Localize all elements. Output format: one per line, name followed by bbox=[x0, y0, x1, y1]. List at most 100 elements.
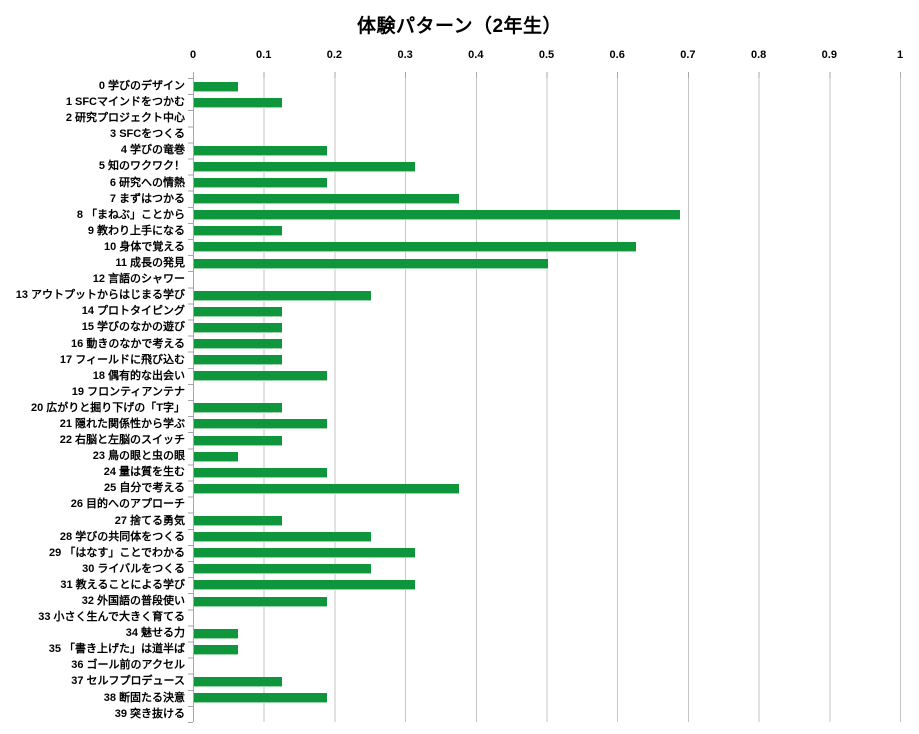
category-label: 15 学びのなかの遊び bbox=[81, 321, 185, 334]
category-label: 21 隠れた関係性から学ぶ bbox=[59, 417, 185, 430]
bar-row bbox=[194, 207, 901, 223]
category-label: 14 プロトタイピング bbox=[81, 305, 185, 318]
bar-row bbox=[194, 352, 901, 368]
bar-row bbox=[194, 480, 901, 496]
bar-row bbox=[194, 400, 901, 416]
bar bbox=[194, 596, 327, 607]
category-label: 31 教えることによる学び bbox=[60, 578, 185, 591]
bar bbox=[194, 467, 327, 478]
plot-area bbox=[193, 78, 901, 722]
bar bbox=[194, 210, 681, 221]
bar-row bbox=[194, 593, 901, 609]
bar-row bbox=[194, 368, 901, 384]
bar-row bbox=[194, 529, 901, 545]
category-axis-tick-marks bbox=[188, 78, 193, 723]
category-label: 26 目的へのアプローチ bbox=[70, 498, 185, 511]
x-tick-label: 0.3 bbox=[397, 49, 413, 61]
category-label: 19 フロンティアンテナ bbox=[71, 385, 185, 398]
category-label: 6 研究への情熱 bbox=[109, 176, 185, 189]
x-tick-label: 0.8 bbox=[750, 49, 767, 61]
category-label: 5 知のワクワク！ bbox=[98, 160, 185, 173]
category-label: 0 学びのデザイン bbox=[98, 80, 185, 92]
bar bbox=[194, 97, 283, 108]
bar-row bbox=[194, 142, 901, 158]
bar-row bbox=[194, 110, 901, 126]
x-axis-tick-marks bbox=[193, 72, 901, 78]
x-tick-label: 1 bbox=[896, 49, 904, 61]
bar bbox=[194, 403, 283, 414]
category-label: 1 SFCマインドをつかむ bbox=[65, 96, 185, 109]
bar-row bbox=[194, 690, 901, 706]
bar-row bbox=[194, 94, 901, 110]
bar bbox=[194, 145, 327, 156]
category-label: 30 ライバルをつくる bbox=[82, 562, 185, 575]
bar-row bbox=[194, 78, 901, 94]
bar-row bbox=[194, 126, 901, 142]
bar bbox=[194, 355, 283, 366]
category-label: 4 学びの竜巻 bbox=[120, 144, 185, 157]
category-label: 32 外国語の普段使い bbox=[81, 595, 185, 607]
bar bbox=[194, 644, 239, 655]
bar-row bbox=[194, 641, 901, 657]
category-label: 24 量は質を生む bbox=[103, 466, 185, 479]
bar-row bbox=[194, 384, 901, 400]
bar bbox=[194, 435, 283, 446]
category-label: 37 セルフプロデュース bbox=[71, 675, 185, 688]
bar-row bbox=[194, 336, 901, 352]
category-label: 10 身体で覚える bbox=[104, 240, 185, 253]
bar-row bbox=[194, 464, 901, 480]
bar-row bbox=[194, 657, 901, 673]
bar bbox=[194, 81, 239, 92]
bar bbox=[194, 580, 415, 591]
bar bbox=[194, 306, 283, 317]
category-label: 25 自分で考える bbox=[104, 482, 185, 495]
category-label: 34 魅せる力 bbox=[125, 627, 185, 640]
category-label: 36 ゴール前のアクセル bbox=[71, 659, 185, 672]
bar bbox=[194, 226, 283, 237]
bar bbox=[194, 194, 460, 205]
bar bbox=[194, 693, 327, 704]
category-label: 9 教わり上手になる bbox=[87, 224, 185, 237]
bar-row bbox=[194, 625, 901, 641]
bar-row bbox=[194, 223, 901, 239]
bar bbox=[194, 161, 415, 172]
bar bbox=[194, 548, 415, 559]
bar-row bbox=[194, 303, 901, 319]
bar-row bbox=[194, 577, 901, 593]
category-label: 27 捨てる勇気 bbox=[114, 514, 185, 527]
bar-row bbox=[194, 287, 901, 303]
bar bbox=[194, 258, 548, 269]
category-label: 18 偶有的な出会い bbox=[92, 369, 185, 382]
category-label: 8 「まねぶ」ことから bbox=[76, 208, 185, 221]
x-tick-label: 0.7 bbox=[680, 49, 696, 61]
category-label: 33 小さく生んで大きく育てる bbox=[38, 611, 185, 624]
bar-row bbox=[194, 448, 901, 464]
category-label: 35 「書き上げた」は道半ば bbox=[48, 643, 185, 656]
bar-row bbox=[194, 239, 901, 255]
category-labels: 0 学びのデザイン 1 SFCマインドをつかむ 2 研究プロジェクト中心 3 SFCを… bbox=[0, 78, 185, 722]
bar bbox=[194, 242, 636, 253]
category-label: 22 右脳と左脳のスイッチ bbox=[59, 434, 185, 447]
bar-row bbox=[194, 561, 901, 577]
category-label: 39 突き抜ける bbox=[114, 707, 185, 720]
bar bbox=[194, 339, 283, 349]
bar bbox=[194, 483, 460, 494]
bar bbox=[194, 516, 283, 527]
bar bbox=[194, 451, 239, 462]
bar-row bbox=[194, 496, 901, 512]
category-label: 16 動きのなかで考える bbox=[71, 337, 185, 350]
bar bbox=[194, 532, 371, 543]
bar bbox=[194, 628, 239, 639]
bar-row bbox=[194, 706, 901, 722]
bar-row bbox=[194, 432, 901, 448]
category-label: 38 断固たる決意 bbox=[103, 691, 185, 704]
bar bbox=[194, 290, 371, 301]
x-axis: 0 0.1 0.2 0.3 0.4 0.5 0.6 0.7 0.8 0.9 1 bbox=[189, 49, 904, 66]
bar bbox=[194, 371, 327, 382]
category-label: 11 成長の発見 bbox=[115, 257, 185, 270]
x-tick-label: 0 bbox=[189, 49, 197, 61]
bar-row bbox=[194, 416, 901, 432]
bar-row bbox=[194, 271, 901, 287]
bar bbox=[194, 564, 371, 575]
